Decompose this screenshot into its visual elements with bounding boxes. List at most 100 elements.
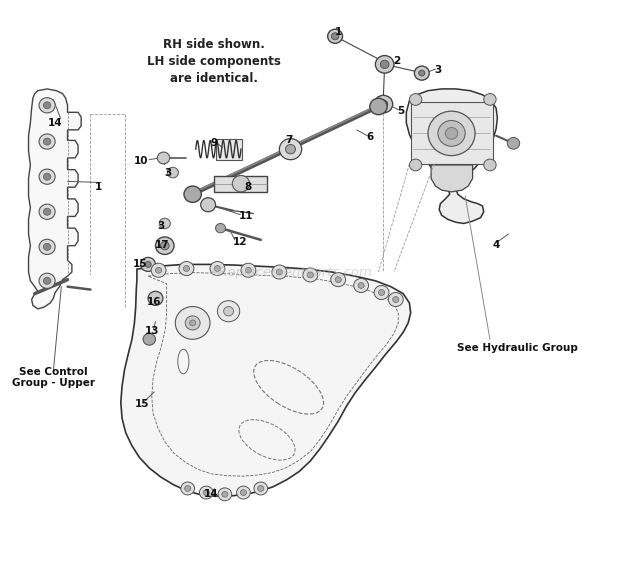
Text: 7: 7 [285, 135, 293, 146]
Circle shape [258, 486, 264, 491]
Circle shape [392, 297, 399, 302]
Polygon shape [215, 176, 267, 192]
Circle shape [224, 307, 234, 316]
Circle shape [286, 144, 296, 154]
Circle shape [43, 277, 51, 284]
Circle shape [181, 482, 195, 495]
Text: 9: 9 [211, 138, 218, 149]
Text: 6: 6 [366, 132, 373, 143]
Circle shape [39, 134, 55, 149]
Circle shape [148, 291, 163, 305]
Circle shape [484, 159, 496, 171]
Text: See Control
Group - Upper: See Control Group - Upper [12, 367, 95, 388]
Circle shape [241, 490, 247, 495]
Circle shape [161, 242, 169, 250]
Circle shape [141, 257, 156, 271]
Circle shape [157, 152, 170, 164]
Circle shape [374, 95, 392, 113]
Circle shape [184, 266, 190, 271]
Polygon shape [406, 89, 497, 223]
Circle shape [203, 490, 210, 495]
Circle shape [409, 159, 422, 171]
Text: 11: 11 [239, 211, 254, 222]
Circle shape [370, 98, 387, 115]
Text: 14: 14 [48, 118, 63, 128]
Circle shape [388, 292, 403, 307]
Circle shape [246, 267, 252, 273]
Circle shape [43, 173, 51, 180]
Circle shape [39, 204, 55, 219]
Circle shape [272, 265, 287, 279]
Circle shape [331, 33, 339, 40]
Circle shape [303, 268, 318, 282]
Polygon shape [410, 102, 493, 164]
Text: eReplacementParts.com: eReplacementParts.com [211, 266, 373, 278]
Circle shape [159, 218, 170, 229]
Circle shape [39, 273, 55, 288]
Circle shape [151, 263, 166, 277]
Circle shape [374, 285, 389, 300]
Circle shape [378, 290, 384, 295]
Circle shape [241, 263, 256, 277]
Circle shape [43, 208, 51, 215]
Circle shape [156, 237, 174, 254]
Text: 12: 12 [233, 236, 247, 247]
Text: 15: 15 [135, 398, 149, 409]
Circle shape [201, 198, 216, 212]
Circle shape [328, 29, 342, 43]
Circle shape [507, 137, 520, 149]
Circle shape [409, 94, 422, 105]
Circle shape [379, 100, 388, 108]
Circle shape [222, 491, 228, 497]
Circle shape [445, 128, 458, 139]
Circle shape [254, 482, 268, 495]
Circle shape [218, 301, 240, 322]
Circle shape [438, 121, 465, 146]
Circle shape [184, 186, 202, 202]
Polygon shape [121, 264, 410, 496]
Circle shape [179, 261, 194, 276]
Circle shape [428, 111, 475, 156]
Circle shape [39, 98, 55, 113]
Text: 3: 3 [164, 168, 172, 178]
Circle shape [218, 488, 232, 501]
Circle shape [210, 261, 225, 276]
Circle shape [216, 223, 226, 233]
Circle shape [418, 70, 425, 76]
Text: 17: 17 [154, 239, 169, 250]
Text: 2: 2 [394, 56, 401, 67]
Circle shape [232, 176, 250, 192]
Text: 10: 10 [133, 156, 148, 167]
Circle shape [143, 333, 156, 345]
Circle shape [380, 60, 389, 68]
Circle shape [167, 167, 179, 178]
Circle shape [175, 307, 210, 339]
Circle shape [43, 243, 51, 250]
Circle shape [280, 139, 302, 160]
Circle shape [156, 267, 162, 273]
Circle shape [39, 169, 55, 184]
Polygon shape [216, 139, 242, 160]
Circle shape [308, 272, 314, 278]
Text: 14: 14 [204, 489, 218, 500]
Circle shape [353, 278, 368, 292]
Circle shape [484, 94, 496, 105]
Text: RH side shown.
LH side components
are identical.: RH side shown. LH side components are id… [148, 38, 281, 85]
Text: 13: 13 [145, 325, 159, 336]
Text: 5: 5 [397, 106, 404, 116]
Circle shape [43, 138, 51, 145]
Circle shape [375, 56, 394, 73]
Text: 8: 8 [245, 182, 252, 192]
Text: 15: 15 [133, 259, 148, 270]
Text: 3: 3 [157, 221, 164, 231]
Polygon shape [29, 89, 81, 309]
Circle shape [145, 261, 151, 267]
Text: 16: 16 [147, 297, 161, 308]
Text: 1: 1 [95, 182, 102, 192]
Circle shape [43, 102, 51, 109]
Circle shape [39, 239, 55, 254]
Polygon shape [431, 165, 472, 192]
Circle shape [237, 486, 250, 499]
Circle shape [414, 66, 429, 80]
Text: 3: 3 [434, 65, 441, 75]
